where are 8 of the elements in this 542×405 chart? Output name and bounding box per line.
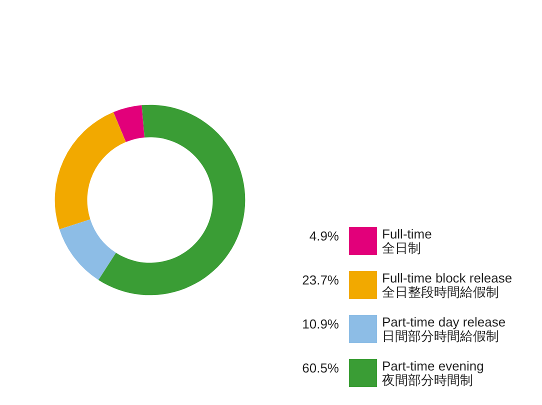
legend-label: Part-time evening 夜間部分時間制 [382, 358, 484, 388]
data-label: 4.9% [309, 228, 340, 244]
legend-label: Full-time block release 全日整段時間給假制 [382, 270, 512, 300]
legend-label: Full-time 全日制 [382, 226, 432, 256]
data-label: 23.7% [302, 272, 340, 288]
legend-label: Part-time day release 日間部分時間給假制 [382, 314, 506, 344]
data-label: 10.9% [302, 316, 340, 332]
data-label: 60.5% [302, 360, 340, 376]
